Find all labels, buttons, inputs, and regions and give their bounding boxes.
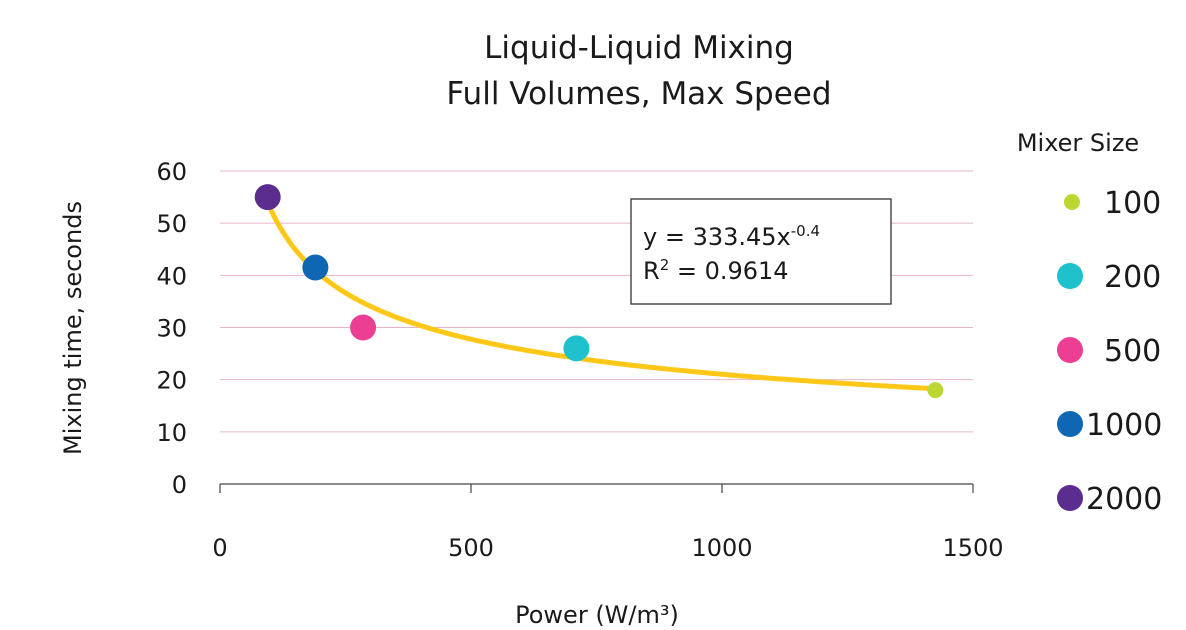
x-tick-label: 1500 bbox=[942, 534, 1003, 562]
y-tick-label: 10 bbox=[156, 419, 187, 447]
y-tick-label: 30 bbox=[156, 315, 187, 343]
y-tick-label: 60 bbox=[156, 158, 187, 186]
trendline-equation-box: y = 333.45x-0.4 R2 = 0.9614 bbox=[630, 198, 892, 305]
legend-marker-100 bbox=[1064, 194, 1080, 210]
grid-lines bbox=[220, 170, 973, 433]
legend-marker-2000 bbox=[1057, 485, 1083, 511]
x-tick-label: 1000 bbox=[691, 534, 752, 562]
chart-title-line: Full Volumes, Max Speed bbox=[446, 76, 831, 112]
legend: Mixer Size 100 200 500 1000 2000 bbox=[1017, 129, 1163, 517]
equation-box-frame bbox=[630, 198, 892, 305]
data-point-1000 bbox=[302, 254, 329, 281]
data-point-500 bbox=[350, 314, 377, 341]
data-points bbox=[254, 184, 944, 399]
trendline bbox=[265, 200, 938, 392]
legend-title: Mixer Size bbox=[1017, 129, 1139, 157]
legend-marker-200 bbox=[1057, 263, 1083, 289]
x-tick-label: 500 bbox=[448, 534, 494, 562]
y-tick-label: 20 bbox=[156, 367, 187, 395]
y-axis-label: Mixing time, seconds bbox=[59, 201, 87, 455]
x-tick-label: 0 bbox=[212, 534, 227, 562]
trendline-equation: y = 333.45x-0.4 bbox=[643, 222, 820, 251]
legend-label-200: 200 bbox=[1104, 260, 1161, 295]
legend-marker-500 bbox=[1057, 337, 1083, 363]
legend-label-1000: 1000 bbox=[1086, 408, 1162, 443]
data-point-2000 bbox=[254, 184, 281, 211]
trendline-r-squared: R2 = 0.9614 bbox=[643, 256, 789, 285]
y-tick-label: 0 bbox=[172, 471, 187, 499]
chart-title-line: Liquid-Liquid Mixing bbox=[484, 30, 794, 66]
x-axis-label: Power (W/m³) bbox=[515, 601, 679, 629]
legend-label-500: 500 bbox=[1104, 334, 1161, 369]
legend-marker-1000 bbox=[1057, 411, 1083, 437]
data-point-100 bbox=[927, 382, 944, 399]
data-point-200 bbox=[563, 335, 590, 362]
trendline-group bbox=[265, 200, 938, 392]
y-tick-label: 50 bbox=[156, 210, 187, 238]
legend-label-100: 100 bbox=[1104, 186, 1161, 221]
chart-title: Liquid-Liquid Mixing Full Volumes, Max Sp… bbox=[446, 30, 831, 112]
y-tick-label: 40 bbox=[156, 262, 187, 290]
axes: 0 500 1000 1500 0 10 20 30 40 50 60 Power (W/m³) Mix… bbox=[59, 158, 1004, 629]
legend-label-2000: 2000 bbox=[1086, 482, 1162, 517]
